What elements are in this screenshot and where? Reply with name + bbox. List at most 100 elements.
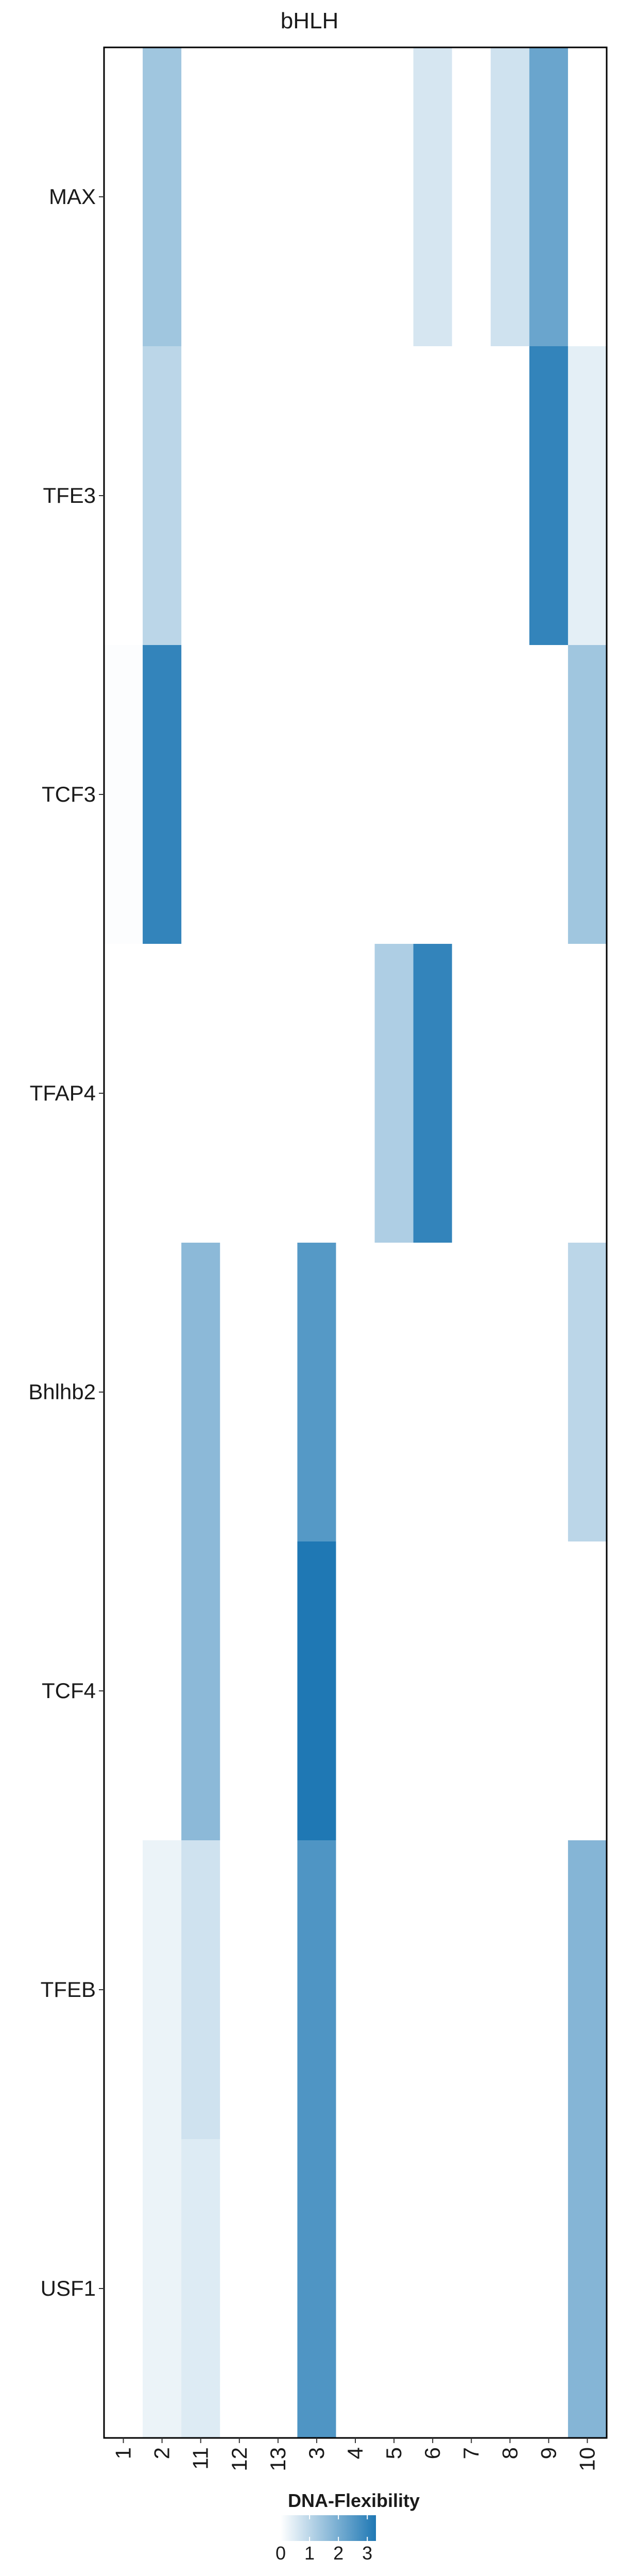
x-tick-label: 11 — [188, 2447, 213, 2470]
heatmap-cell — [143, 47, 182, 347]
heatmap-cell — [374, 2139, 414, 2438]
heatmap-cell — [568, 2139, 607, 2438]
y-tick-label: TFE3 — [43, 483, 96, 507]
heatmap-cell — [259, 1541, 298, 1841]
heatmap-cell — [568, 645, 607, 944]
heatmap-cell — [143, 1243, 182, 1542]
heatmap-cell — [104, 47, 143, 347]
heatmap-cell — [490, 645, 530, 944]
x-tick-label: 10 — [575, 2447, 599, 2471]
heatmap-cell — [104, 1243, 143, 1542]
heatmap-cell — [452, 1541, 491, 1841]
heatmap-cell — [181, 47, 220, 347]
heatmap-cell — [297, 1243, 337, 1542]
x-tick-label: 6 — [420, 2447, 444, 2459]
y-tick-label: TCF3 — [42, 782, 96, 806]
heatmap-cell — [297, 346, 337, 646]
heatmap-cell — [181, 645, 220, 944]
heatmap-cell — [374, 645, 414, 944]
heatmap-cell — [413, 1541, 453, 1841]
heatmap-cell — [259, 1840, 298, 2140]
heatmap-cell — [529, 1541, 569, 1841]
heatmap-cell — [220, 1541, 259, 1841]
heatmap-cell — [529, 1840, 569, 2140]
heatmap-cell — [490, 1243, 530, 1542]
heatmap-cell — [374, 944, 414, 1243]
heatmap-cell — [259, 944, 298, 1243]
heatmap-cell — [374, 1840, 414, 2140]
y-tick-label: TCF4 — [42, 1679, 96, 1703]
heatmap-cell — [336, 944, 375, 1243]
heatmap-cell — [297, 47, 337, 347]
heatmap-cell — [336, 2139, 375, 2438]
heatmap-cell — [143, 1541, 182, 1841]
heatmap-cell — [143, 2139, 182, 2438]
heatmap-cell — [568, 944, 607, 1243]
heatmap-cell — [529, 645, 569, 944]
heatmap-cell — [452, 47, 491, 347]
x-tick-label: 2 — [150, 2447, 174, 2459]
x-tick-label: 5 — [382, 2447, 406, 2459]
heatmap-cell — [413, 346, 453, 646]
heatmap-cell — [181, 2139, 220, 2438]
heatmap-cell — [259, 47, 298, 347]
heatmap-cell — [336, 1541, 375, 1841]
heatmap-cell — [529, 47, 569, 347]
heatmap-cell — [259, 1243, 298, 1542]
heatmap-cell — [452, 1243, 491, 1542]
y-tick-label: TFAP4 — [30, 1081, 96, 1105]
heatmap-cell — [452, 346, 491, 646]
heatmap-cell — [297, 1541, 337, 1841]
heatmap-cell — [374, 346, 414, 646]
x-tick-label: 7 — [459, 2447, 483, 2459]
heatmap-cell — [568, 1541, 607, 1841]
heatmap-cell — [104, 346, 143, 646]
heatmap-cell — [452, 944, 491, 1243]
y-tick-label: Bhlhb2 — [28, 1380, 96, 1404]
heatmap-cell — [452, 1840, 491, 2140]
heatmap-cell — [490, 2139, 530, 2438]
heatmap-cell — [490, 346, 530, 646]
heatmap-cell — [259, 346, 298, 646]
heatmap-cell — [220, 645, 259, 944]
heatmap-cell — [104, 2139, 143, 2438]
heatmap-cell — [374, 47, 414, 347]
heatmap-cell — [104, 1541, 143, 1841]
heatmap-cell — [259, 2139, 298, 2438]
heatmap-cell — [568, 1243, 607, 1542]
heatmap-cell — [374, 1243, 414, 1542]
heatmap-cells — [104, 47, 607, 2438]
heatmap-cell — [490, 1541, 530, 1841]
x-tick-label: 1 — [111, 2447, 135, 2459]
heatmap-cell — [181, 1243, 220, 1542]
heatmap-cell — [452, 645, 491, 944]
heatmap-cell — [413, 944, 453, 1243]
heatmap-cell — [490, 1840, 530, 2140]
heatmap-cell — [220, 346, 259, 646]
y-axis: MAX TFE3 TCF3 TFAP4 Bhlhb2 TCF4 TFEB USF1 — [28, 184, 104, 2300]
heatmap-cell — [529, 944, 569, 1243]
heatmap-cell — [413, 1243, 453, 1542]
heatmap-cell — [336, 645, 375, 944]
heatmap-cell — [181, 1840, 220, 2140]
heatmap-cell — [143, 346, 182, 646]
heatmap-cell — [297, 944, 337, 1243]
heatmap-cell — [529, 1243, 569, 1542]
heatmap-cell — [336, 1840, 375, 2140]
heatmap-cell — [181, 1541, 220, 1841]
heatmap-cell — [143, 1840, 182, 2140]
heatmap-cell — [104, 1840, 143, 2140]
heatmap-cell — [374, 1541, 414, 1841]
heatmap-cell — [220, 1243, 259, 1542]
heatmap-cell — [181, 944, 220, 1243]
heatmap-cell — [336, 47, 375, 347]
heatmap-cell — [181, 346, 220, 646]
y-tick-label: USF1 — [41, 2276, 96, 2300]
legend-title: DNA-Flexibility — [288, 2490, 420, 2511]
legend-tick-label: 3 — [362, 2543, 372, 2564]
heatmap-cell — [529, 346, 569, 646]
heatmap-cell — [490, 47, 530, 347]
heatmap-cell — [568, 346, 607, 646]
heatmap-cell — [259, 645, 298, 944]
